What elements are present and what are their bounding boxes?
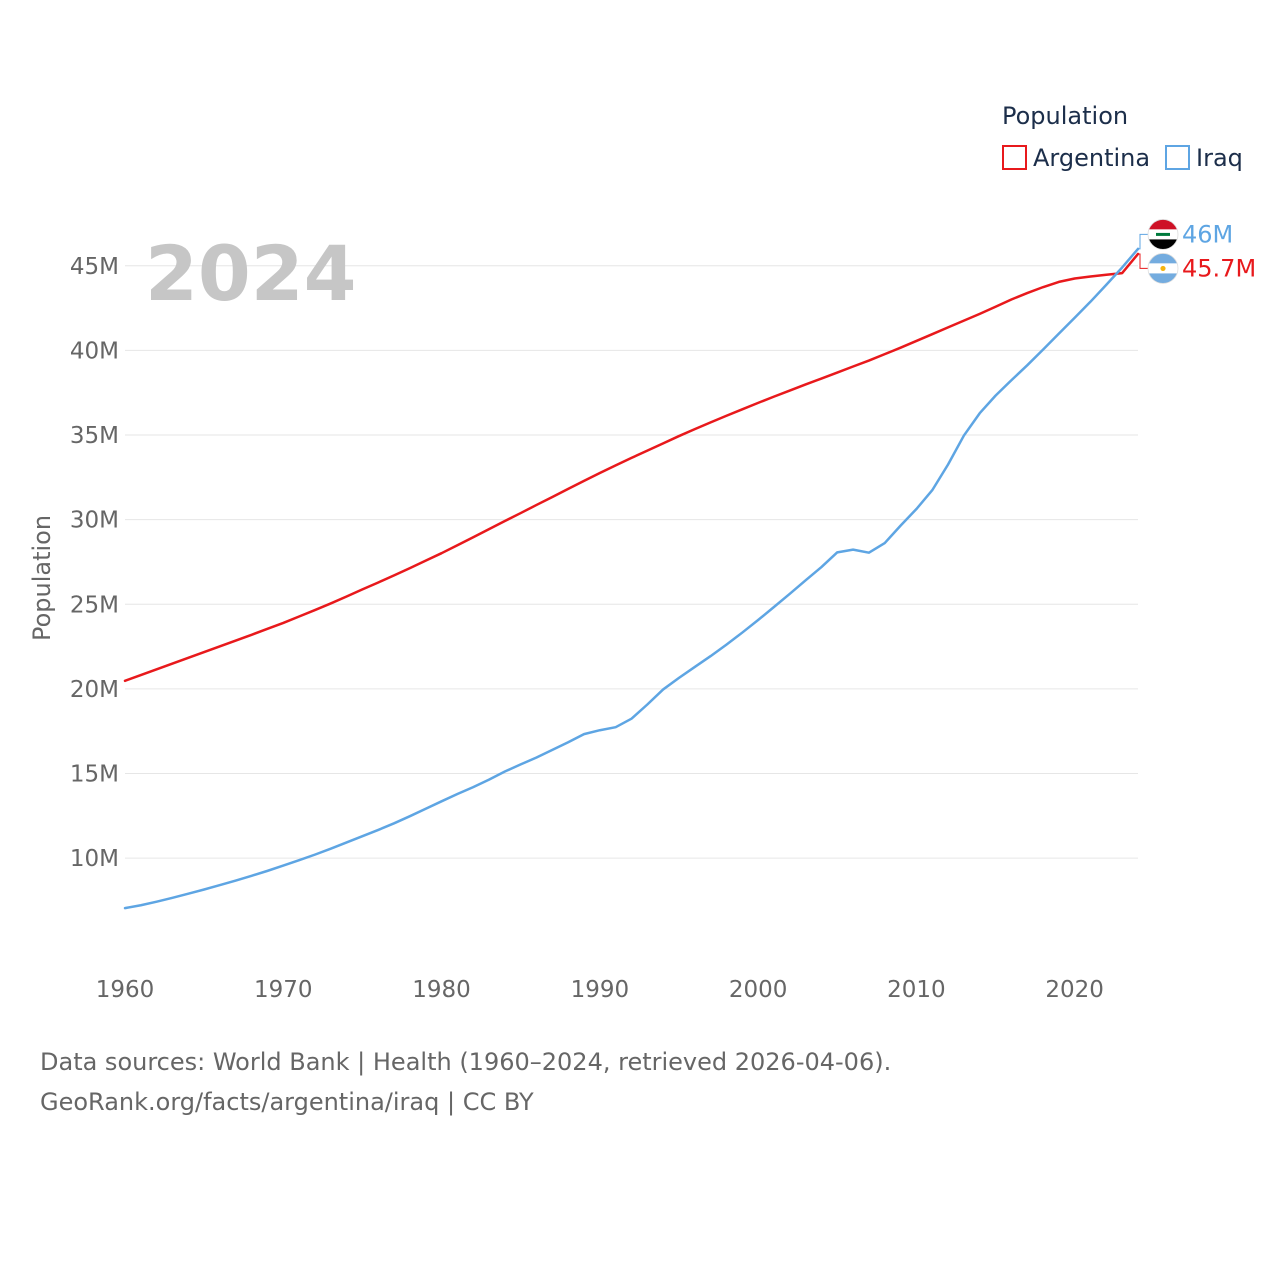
year-label: 2024 [145, 229, 357, 318]
source-link[interactable]: GeoRank.org/facts/argentina/iraq | CC BY [40, 1088, 534, 1116]
y-tick-label: 35M [70, 423, 119, 449]
legend-title: Population [1002, 102, 1128, 130]
legend-label-argentina: Argentina [1033, 144, 1150, 172]
y-tick-label: 25M [70, 592, 119, 618]
series-lines [123, 247, 1140, 910]
end-label-iraq: 46M [1182, 220, 1233, 248]
x-tick-label: 1990 [571, 977, 630, 1003]
iraq-flag-icon [1147, 219, 1179, 250]
argentina-flag-icon [1147, 253, 1179, 284]
x-tick-label: 1970 [254, 977, 313, 1003]
x-axis: 1960 1970 1980 1990 2000 2010 2020 [96, 977, 1104, 1003]
legend-label-iraq: Iraq [1196, 144, 1243, 172]
grid-lines [125, 265, 1138, 859]
y-axis-title: Population [28, 515, 56, 641]
end-connector-argentina [1138, 253, 1148, 269]
end-connector-iraq [1138, 233, 1148, 250]
x-tick-label: 1980 [412, 977, 471, 1003]
x-tick-label: 1960 [96, 977, 155, 1003]
end-label-argentina: 45.7M [1182, 254, 1256, 282]
legend-item-argentina[interactable]: Argentina [1002, 144, 1150, 172]
legend-swatch-iraq [1165, 145, 1190, 170]
data-sources: Data sources: World Bank | Health (1960–… [40, 1042, 891, 1122]
y-axis: 10M 15M 20M 25M 30M 35M 40M 45M [70, 254, 119, 872]
x-tick-label: 2010 [887, 977, 946, 1003]
series-line-argentina [123, 252, 1140, 683]
y-tick-label: 40M [70, 338, 119, 364]
end-labels: 46M 45.7M [1138, 219, 1256, 284]
legend[interactable]: Population Argentina Iraq [1002, 102, 1243, 172]
y-tick-label: 15M [70, 762, 119, 788]
x-tick-label: 2020 [1045, 977, 1104, 1003]
y-tick-label: 20M [70, 677, 119, 703]
legend-swatch-argentina [1002, 145, 1027, 170]
series-line-iraq [123, 247, 1140, 910]
legend-item-iraq[interactable]: Iraq [1165, 144, 1243, 172]
data-sources-line: Data sources: World Bank | Health (1960–… [40, 1048, 892, 1076]
y-tick-label: 45M [70, 254, 119, 280]
y-tick-label: 10M [70, 846, 119, 872]
y-tick-label: 30M [70, 508, 119, 534]
x-tick-label: 2000 [729, 977, 788, 1003]
